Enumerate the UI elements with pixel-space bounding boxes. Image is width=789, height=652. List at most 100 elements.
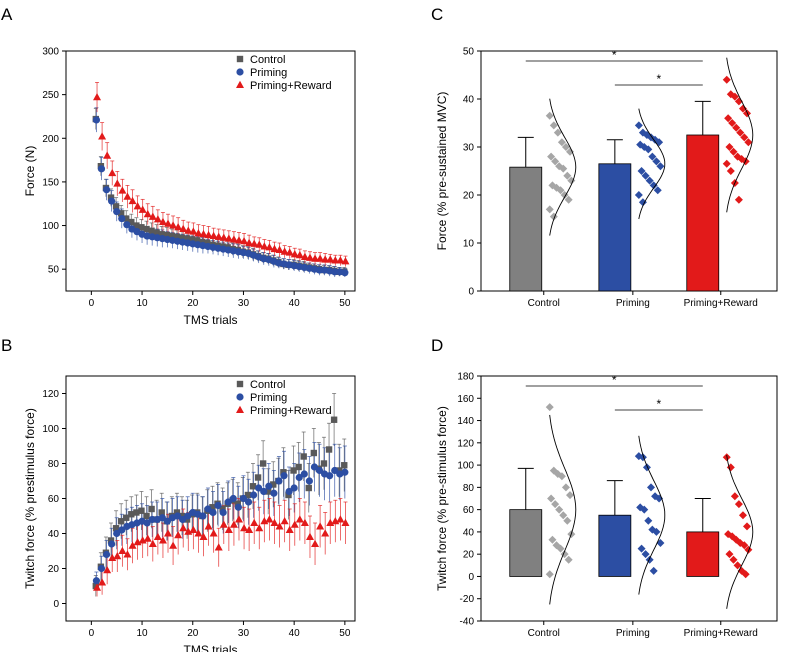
data-point xyxy=(280,516,289,525)
data-point xyxy=(548,535,557,544)
data-point xyxy=(326,472,334,480)
data-point xyxy=(108,540,116,548)
data-point xyxy=(260,242,269,250)
data-point xyxy=(280,247,289,255)
data-point xyxy=(240,523,249,532)
y-tick-label: 80 xyxy=(463,483,475,494)
plot-frame xyxy=(65,50,356,292)
data-point xyxy=(158,514,166,522)
data-point xyxy=(265,243,274,251)
data-point xyxy=(290,467,297,474)
y-tick-label: 300 xyxy=(42,47,59,58)
data-point xyxy=(103,151,112,159)
data-point xyxy=(634,191,643,199)
data-point xyxy=(239,494,248,503)
data-point xyxy=(234,236,243,244)
data-point xyxy=(138,507,145,514)
data-point xyxy=(164,219,173,227)
panel-letter: B xyxy=(1,336,12,355)
x-tick-label: Control xyxy=(528,628,560,639)
y-tick-label: 150 xyxy=(42,177,59,188)
data-point xyxy=(174,222,183,231)
data-point xyxy=(290,520,299,528)
data-point xyxy=(733,561,742,570)
x-tick-label: 20 xyxy=(187,628,199,639)
data-point xyxy=(326,255,335,263)
significance-star: * xyxy=(612,373,617,387)
x-tick-label: 30 xyxy=(238,298,250,309)
data-point xyxy=(285,248,294,256)
significance-star: * xyxy=(612,48,617,62)
data-point xyxy=(204,505,212,513)
data-point xyxy=(640,505,649,514)
y-tick-label: 60 xyxy=(463,505,475,516)
data-point xyxy=(194,529,203,537)
data-point xyxy=(559,511,568,520)
data-point xyxy=(219,520,228,528)
data-point xyxy=(645,555,654,564)
data-point xyxy=(646,483,655,492)
data-point xyxy=(143,519,151,527)
data-point xyxy=(728,119,737,127)
data-point xyxy=(730,92,739,101)
data-point xyxy=(637,167,646,175)
data-point xyxy=(108,168,117,177)
data-point xyxy=(93,583,102,591)
data-point xyxy=(275,245,284,253)
legend-marker xyxy=(236,80,244,88)
data-point xyxy=(168,232,176,240)
data-point xyxy=(336,256,345,264)
data-point xyxy=(199,512,207,520)
data-point xyxy=(320,460,328,467)
data-point xyxy=(265,515,274,523)
data-point xyxy=(743,522,752,531)
data-point xyxy=(561,483,570,492)
data-point xyxy=(265,482,273,490)
data-point xyxy=(250,239,259,247)
data-point xyxy=(270,518,279,526)
data-point xyxy=(295,250,304,259)
data-point xyxy=(652,527,661,536)
data-point xyxy=(118,546,127,554)
data-point xyxy=(270,244,279,253)
legend-label: Control xyxy=(250,54,285,66)
data-point xyxy=(169,221,178,229)
data-point xyxy=(641,171,650,180)
data-point xyxy=(725,143,734,151)
data-point xyxy=(341,257,350,265)
y-tick-label: 40 xyxy=(463,527,475,538)
y-tick-label: 20 xyxy=(463,550,475,561)
data-point xyxy=(219,233,228,241)
legend-marker xyxy=(236,380,244,388)
data-point xyxy=(113,179,122,187)
panel-letter: C xyxy=(431,5,443,24)
data-point xyxy=(117,210,125,217)
data-point xyxy=(316,522,325,530)
data-point xyxy=(123,550,132,558)
data-point xyxy=(644,516,653,525)
data-point xyxy=(305,253,314,261)
data-point xyxy=(118,214,126,223)
data-point xyxy=(330,416,338,423)
data-point xyxy=(143,512,150,520)
data-point xyxy=(128,541,137,549)
data-point xyxy=(736,128,745,137)
data-point xyxy=(638,453,647,462)
data-point xyxy=(97,564,106,573)
data-point xyxy=(148,505,155,513)
bar xyxy=(686,134,720,292)
data-point xyxy=(179,515,187,524)
legend-label: Priming+Reward xyxy=(250,405,332,417)
y-tick-label: 30 xyxy=(463,143,475,154)
data-point xyxy=(321,255,330,263)
data-point xyxy=(209,504,216,511)
data-point xyxy=(158,509,165,516)
data-point xyxy=(551,500,560,509)
data-point xyxy=(656,539,665,548)
data-point xyxy=(649,566,658,575)
y-tick-label: 250 xyxy=(42,90,59,101)
y-tick-label: 50 xyxy=(48,265,60,276)
data-point xyxy=(173,233,181,241)
data-point xyxy=(234,515,243,523)
data-point xyxy=(102,186,111,194)
